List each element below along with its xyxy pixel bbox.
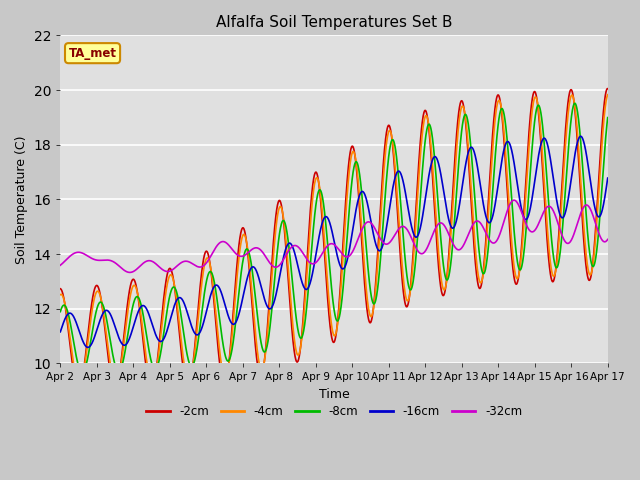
Title: Alfalfa Soil Temperatures Set B: Alfalfa Soil Temperatures Set B bbox=[216, 15, 452, 30]
Text: TA_met: TA_met bbox=[68, 47, 116, 60]
X-axis label: Time: Time bbox=[319, 388, 349, 401]
Y-axis label: Soil Temperature (C): Soil Temperature (C) bbox=[15, 135, 28, 264]
Legend: -2cm, -4cm, -8cm, -16cm, -32cm: -2cm, -4cm, -8cm, -16cm, -32cm bbox=[141, 401, 527, 423]
